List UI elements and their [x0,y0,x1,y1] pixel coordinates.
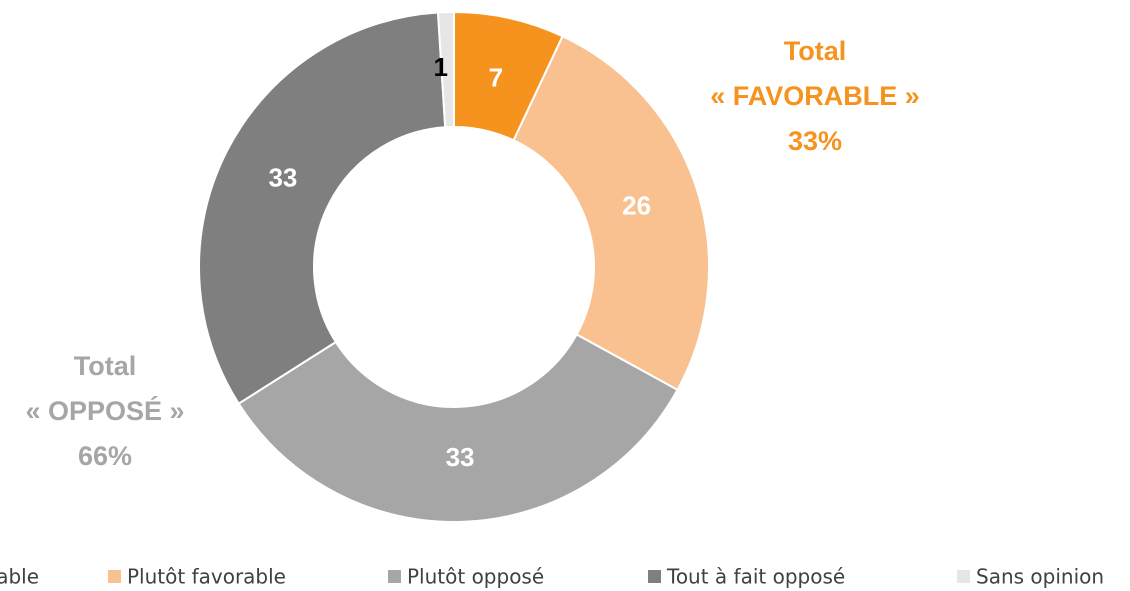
legend-label: Tout à fait favorable [0,565,39,589]
legend-swatch [648,570,661,583]
legend-swatch [108,570,121,583]
legend-label: Plutôt favorable [127,565,286,589]
value-label: 1 [434,52,448,82]
annotation: Total [74,351,137,381]
slice [436,10,455,129]
annotation: 66% [78,441,132,471]
slice [512,34,710,392]
annotation: 33% [788,126,842,156]
legend-label: Tout à fait opposé [666,565,845,589]
legend-swatch [957,570,970,583]
value-label: 26 [622,191,651,221]
annotation: « OPPOSÉ » [25,395,184,426]
value-label: 7 [489,62,503,92]
slice [198,11,447,406]
value-label: 33 [446,442,475,472]
annotation: Total [784,36,847,66]
annotation: « FAVORABLE » [710,81,920,111]
legend-swatch [388,570,401,583]
legend-label: Plutôt opposé [407,565,544,589]
legend-label: Sans opinion [976,565,1104,589]
value-label: 33 [268,163,297,193]
slice [237,333,679,523]
